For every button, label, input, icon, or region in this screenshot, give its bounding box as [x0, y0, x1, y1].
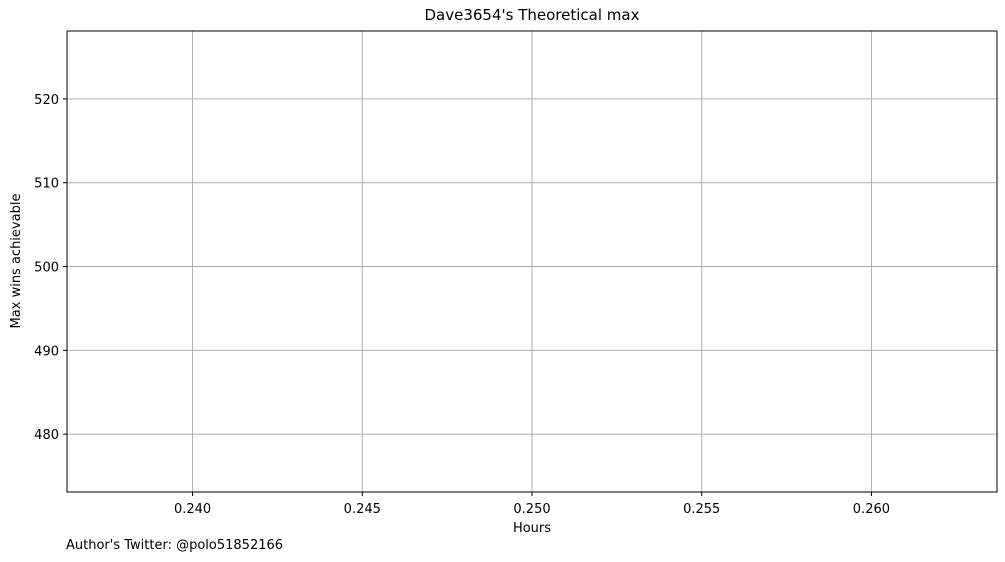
x-tick-label: 0.250 [513, 502, 550, 517]
grid-layer [67, 31, 997, 492]
y-tick-label: 510 [34, 177, 59, 192]
x-tick-label: 0.260 [853, 502, 890, 517]
x-tick-label: 0.245 [344, 502, 381, 517]
y-axis-label: Max wins achievable [9, 194, 24, 329]
author-twitter-text: Author's Twitter: @polo51852166 [66, 538, 284, 553]
y-tick-label: 480 [34, 428, 59, 443]
chart-title: Dave3654's Theoretical max [424, 6, 640, 24]
x-tick-label: 0.240 [174, 502, 211, 517]
x-axis-label: Hours [513, 521, 551, 536]
x-tick-label: 0.255 [683, 502, 720, 517]
y-tick-label: 520 [34, 93, 59, 108]
y-tick-label: 500 [34, 261, 59, 276]
y-tick-label: 490 [34, 344, 59, 359]
tick-layer: 0.240 0.245 0.250 0.255 0.260 480 490 500 510 520 [34, 93, 890, 517]
